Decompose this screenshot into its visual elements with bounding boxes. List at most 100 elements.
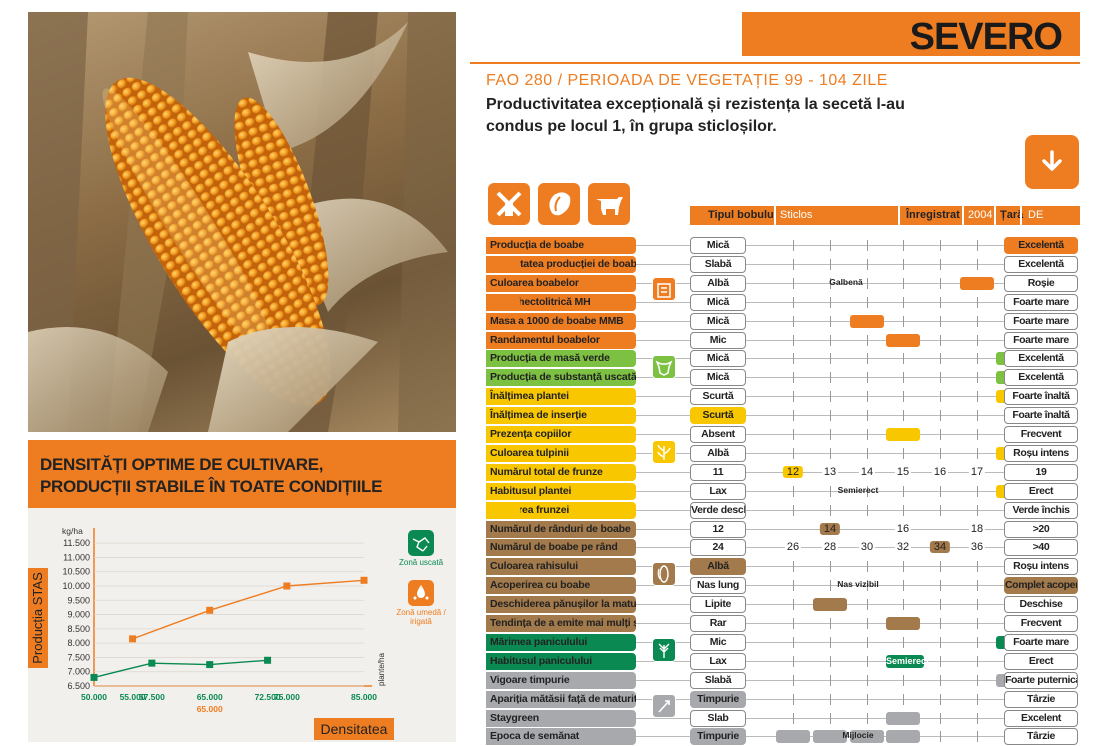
scale-tick [830,561,831,573]
scale-tick [793,240,794,251]
scale-tick [977,599,978,611]
trait-label: Culoarea rahisului [486,558,636,576]
download-button[interactable] [1025,135,1079,189]
scale-tick [977,410,978,422]
scale-tick [903,485,904,497]
scale-tick [793,561,794,573]
trait-scale-line [636,358,1076,360]
grain-icon [538,183,580,225]
scale-low-label: Slab [690,709,746,727]
scale-high-label: Roșie [1004,274,1078,292]
x-axis-title: Densitatea [314,718,394,740]
scale-low-label: Scurtă [690,407,746,425]
scale-tick [940,240,941,251]
trait-row: Înălțimea de inserție Scurtă Foarte înaltă [486,407,1080,425]
value-marker [886,428,920,441]
scale-tick [977,372,978,384]
scale-tick [830,693,831,705]
trait-row: Culoarea rahisului Albă Roșu intens [486,558,1080,576]
scale-tick [940,277,941,289]
scale-tick [867,372,868,384]
tassel-icon [652,638,676,662]
trait-row: Producția de substanță uscată Mică Excelen… [486,369,1080,387]
scale-tick [940,391,941,403]
value-marker [813,730,847,744]
scale-tick [793,334,794,346]
trait-row: Prezența copiilor Absent Frecvent [486,426,1080,443]
trait-scale-line [636,717,1076,719]
y-axis-title: Producția STAS [28,568,48,668]
scale-number: 26 [784,541,802,554]
scale-tick [940,655,941,667]
scale-tick [867,258,868,270]
scale-tick [793,693,794,705]
trait-row: Masa a 1000 de boabe MMB Mică Foarte mare [486,312,1080,330]
scale-low-label: Mică [690,350,746,368]
tagline: Productivitatea excepțională și rezisten… [486,96,905,135]
density-title-line1: DENSITĂȚI OPTIME DE CULTIVARE, [40,455,324,474]
trait-label: Numărul de rânduri de boabe [486,520,636,538]
dry-zone-icon [408,530,434,556]
brand-bar: SEVERO [742,12,1080,58]
scale-tick [977,693,978,705]
scale-low-label: Nas lung [690,577,746,595]
country-label: Țară [1000,209,1024,221]
trait-label: Producția de masă verde [486,350,636,368]
trait-label: Vigoare timpurie [486,671,636,689]
windmill-icon [488,183,530,225]
scale-tick [903,674,904,686]
scale-tick [867,240,868,251]
scale-tick [903,561,904,573]
density-title: DENSITĂȚI OPTIME DE CULTIVARE, PRODUCȚII… [40,454,382,498]
trait-scale-line [636,660,1076,662]
scale-tick [867,485,868,497]
trait-row: Numărul total de frunze12131415161718111… [486,463,1080,481]
y-tick-label: 11.500 [63,538,90,548]
fao-info: FAO 280 / PERIOADA DE VEGETAȚIE 99 - 104… [486,72,888,89]
scale-low-label: Mic [690,633,746,651]
scale-tick [793,712,794,724]
trait-row: Culoarea tulpinii Albă Roșu intens [486,444,1080,462]
scale-tick [830,391,831,403]
trait-scale-line [636,396,1076,398]
trait-scale-line [636,339,1076,341]
registered-value: 2004 [968,209,993,221]
trait-row: Producția de masă verde Mică Excelentă [486,350,1080,368]
meta-bar: Tipul bobului Sticlos Înregistrat 2004 Ț… [690,206,1080,225]
corn-cob-icon [652,562,676,586]
scale-number: 13 [821,465,839,478]
scale-tick [977,240,978,251]
trait-scale-line [636,452,1076,454]
scale-number: 32 [894,541,912,554]
scale-tick [867,618,868,629]
scale-high-label: 19 [1004,463,1078,481]
y-tick-label: 10.500 [62,567,90,577]
trait-label: Epoca de semănat [486,728,636,746]
trait-label: Apariția mătăsii față de maturitate [486,690,636,708]
x-tick-label: 85.000 [351,692,377,702]
scale-tick [940,712,941,724]
y-tick-label: 6.500 [67,681,90,691]
density-title-line2: PRODUCȚII STABILE ÎN TOATE CONDIȚIILE [40,477,383,496]
trait-label: Producția de boabe [486,237,636,254]
data-point [129,635,137,643]
scale-tick [940,334,941,346]
scale-high-label: Foarte mare [1004,633,1078,651]
scale-low-label: 12 [690,520,746,538]
scale-tick [867,296,868,308]
value-marker [486,503,520,517]
scale-tick [867,353,868,365]
scale-tick [940,561,941,573]
scale-mid-label: Nas vizibil [837,579,879,590]
scale-low-label: Mică [690,293,746,311]
scale-tick [940,731,941,743]
value-marker [886,333,920,347]
scale-tick [830,655,831,667]
chart-background [28,508,456,742]
kernel-type-label: Tipul bobului [708,209,777,221]
scale-number: 28 [821,541,839,554]
scale-tick [940,504,941,516]
scale-tick [867,636,868,648]
trait-scale-line [636,471,1076,473]
scale-tick [977,296,978,308]
